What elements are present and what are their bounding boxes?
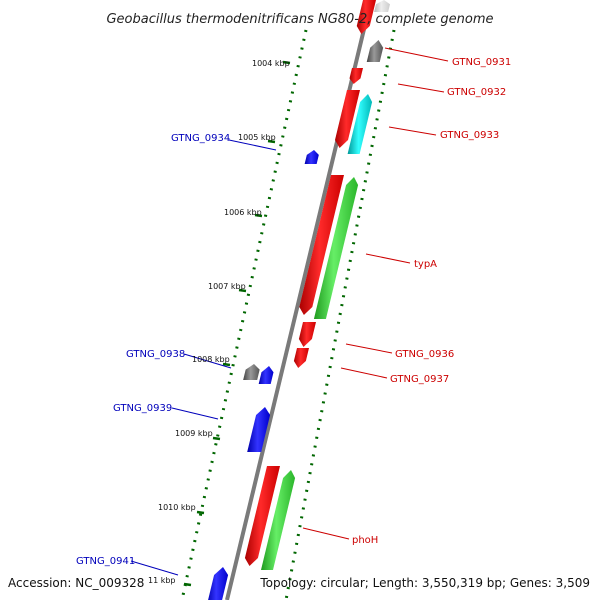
tick-label-1008: 1008 kbp (192, 355, 230, 364)
kbp-tick-marks (183, 60, 291, 587)
gene-arrow-grey (366, 40, 384, 62)
label-leader-line (397, 83, 445, 93)
kbp-tick (238, 288, 247, 293)
gene-arrow-gtng-0939 (247, 407, 271, 452)
gene-arrow-typa-green (313, 177, 359, 319)
label-leader-lines (130, 47, 449, 576)
kbp-tick (183, 582, 192, 587)
gene-label-gtng-0939: GTNG_0939 (113, 403, 172, 414)
label-leader-line (228, 139, 277, 151)
gene-arrow-light (374, 0, 390, 12)
gene-arrow-gtng-0938b (258, 366, 274, 384)
tick-label-1010: 1010 kbp (158, 503, 196, 512)
gene-label-gtng-0933: GTNG_0933 (440, 130, 499, 141)
gc-dot-track (180, 29, 396, 600)
gene-arrow-gtng-0936 (298, 322, 316, 347)
tick-label-1005: 1005 kbp (238, 133, 276, 142)
gene-label-gtng-0934: GTNG_0934 (171, 133, 230, 144)
tick-label-1004: 1004 kbp (252, 59, 290, 68)
gene-label-typa: typA (414, 259, 437, 270)
label-leader-line (183, 353, 232, 369)
gene-arrow-gtng-0933 (347, 94, 373, 154)
accession-text: Accession: NC_009328 (8, 576, 144, 590)
gene-features (208, 0, 390, 600)
label-leader-line (388, 126, 437, 136)
gene-label-gtng-0932: GTNG_0932 (447, 87, 506, 98)
kbp-tick (267, 139, 276, 144)
gene-label-gtng-0931: GTNG_0931 (452, 57, 511, 68)
gene-label-gtng-0936: GTNG_0936 (395, 349, 454, 360)
kbp-tick (212, 436, 221, 441)
dot-track-line (284, 29, 396, 600)
label-leader-line (171, 407, 219, 420)
gene-label-phoh: phoH (352, 535, 378, 546)
gene-arrow-gtng-0937 (293, 348, 309, 368)
label-leader-line (130, 560, 179, 576)
tick-label-1011: 11 kbp (148, 576, 176, 585)
label-leader-line (384, 47, 449, 62)
map-title: Geobacillus thermodenitrificans NG80-2, … (106, 12, 493, 27)
tick-label-1006: 1006 kbp (224, 208, 262, 217)
gene-label-gtng-0937: GTNG_0937 (390, 374, 449, 385)
dot-track-line (180, 29, 308, 600)
kbp-tick (222, 362, 231, 367)
gene-arrow-gtng-0931 (356, 0, 376, 34)
kbp-tick (254, 213, 263, 218)
tick-label-1009: 1009 kbp (175, 429, 213, 438)
gene-arrow-typa (299, 175, 344, 315)
gene-arrow-gtng-0932 (349, 68, 363, 84)
tick-label-1007: 1007 kbp (208, 282, 246, 291)
kbp-tick (282, 60, 291, 65)
gene-arrow-gtng-0941 (208, 567, 229, 600)
gene-label-gtng-0941: GTNG_0941 (76, 556, 135, 567)
label-leader-line (365, 253, 411, 264)
genome-summary-text: Topology: circular; Length: 3,550,319 bp… (259, 576, 590, 590)
gene-arrow-phoh (261, 470, 296, 570)
label-leader-line (340, 367, 388, 379)
kbp-tick (196, 510, 205, 515)
gene-arrow-gtng-0938 (243, 364, 260, 380)
gene-arrow-gtng-0933a (335, 90, 360, 148)
label-leader-line (345, 343, 393, 354)
gene-arrow-phoh-red (244, 466, 280, 566)
gene-label-gtng-0938: GTNG_0938 (126, 349, 185, 360)
gene-arrow-gtng-0934 (304, 150, 319, 164)
label-leader-line (302, 527, 350, 540)
